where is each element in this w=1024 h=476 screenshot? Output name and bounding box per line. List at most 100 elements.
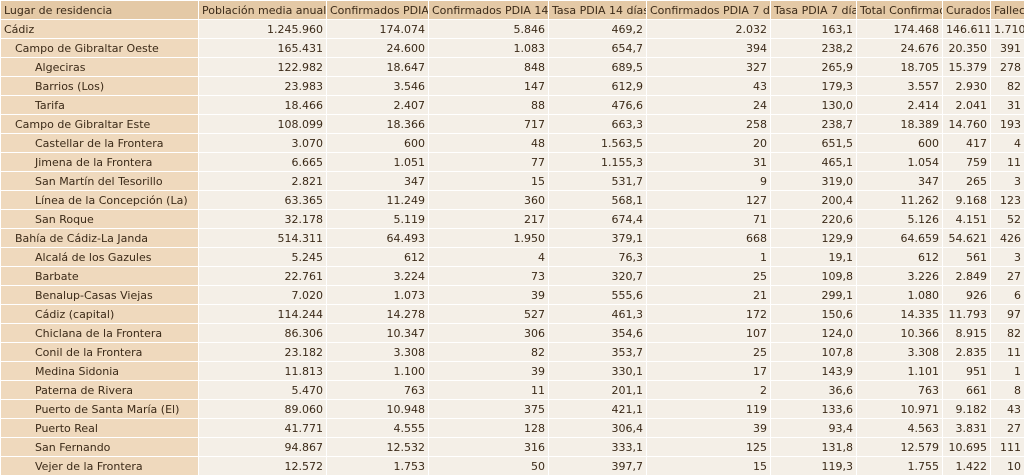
cell-poblacion: 514.311 xyxy=(199,229,327,248)
cell-tasa-14: 354,6 xyxy=(549,324,647,343)
cell-confirmados-7: 125 xyxy=(647,438,771,457)
cell-tasa-14: 689,5 xyxy=(549,58,647,77)
cell-confirmados-7: 1 xyxy=(647,248,771,267)
cell-confirmados: 174.074 xyxy=(327,20,429,39)
cell-confirmados-14: 82 xyxy=(429,343,549,362)
cell-confirmados: 1.051 xyxy=(327,153,429,172)
cell-total: 3.557 xyxy=(857,77,943,96)
cell-poblacion: 6.665 xyxy=(199,153,327,172)
cell-tasa-7: 107,8 xyxy=(771,343,857,362)
cell-curados: 759 xyxy=(943,153,991,172)
table-header: Lugar de residencia Población media anua… xyxy=(1,1,1024,20)
cell-tasa-7: 19,1 xyxy=(771,248,857,267)
cell-lugar: Jimena de la Frontera xyxy=(1,153,199,172)
cell-poblacion: 94.867 xyxy=(199,438,327,457)
cell-fallecidos: 278 xyxy=(991,58,1024,77)
cell-poblacion: 22.761 xyxy=(199,267,327,286)
cell-poblacion: 5.470 xyxy=(199,381,327,400)
cell-total: 18.389 xyxy=(857,115,943,134)
cell-confirmados-14: 128 xyxy=(429,419,549,438)
cell-total: 3.226 xyxy=(857,267,943,286)
cell-confirmados-14: 39 xyxy=(429,286,549,305)
cell-lugar: Vejer de la Frontera xyxy=(1,457,199,476)
cell-tasa-14: 568,1 xyxy=(549,191,647,210)
cell-confirmados-7: 172 xyxy=(647,305,771,324)
cell-lugar: Línea de la Concepción (La) xyxy=(1,191,199,210)
cell-lugar: Campo de Gibraltar Oeste xyxy=(1,39,199,58)
cell-poblacion: 7.020 xyxy=(199,286,327,305)
cell-tasa-14: 555,6 xyxy=(549,286,647,305)
cell-confirmados-7: 15 xyxy=(647,457,771,476)
cell-confirmados-14: 1.950 xyxy=(429,229,549,248)
cell-confirmados-7: 394 xyxy=(647,39,771,58)
cell-tasa-7: 109,8 xyxy=(771,267,857,286)
cell-fallecidos: 1 xyxy=(991,362,1024,381)
col-header-curados: Curados xyxy=(943,1,991,20)
cell-confirmados: 3.546 xyxy=(327,77,429,96)
cell-poblacion: 11.813 xyxy=(199,362,327,381)
cell-tasa-14: 330,1 xyxy=(549,362,647,381)
cell-curados: 11.793 xyxy=(943,305,991,324)
header-row: Lugar de residencia Población media anua… xyxy=(1,1,1024,20)
cell-curados: 561 xyxy=(943,248,991,267)
cell-fallecidos: 3 xyxy=(991,248,1024,267)
cell-poblacion: 41.771 xyxy=(199,419,327,438)
cell-confirmados-7: 127 xyxy=(647,191,771,210)
cell-tasa-14: 469,2 xyxy=(549,20,647,39)
cell-curados: 265 xyxy=(943,172,991,191)
cell-confirmados: 14.278 xyxy=(327,305,429,324)
cell-confirmados-14: 4 xyxy=(429,248,549,267)
col-header-confirmados-14: Confirmados PDIA 14 días xyxy=(429,1,549,20)
cell-confirmados: 600 xyxy=(327,134,429,153)
cell-lugar: Benalup-Casas Viejas xyxy=(1,286,199,305)
cell-tasa-14: 397,7 xyxy=(549,457,647,476)
cell-fallecidos: 82 xyxy=(991,324,1024,343)
cell-poblacion: 2.821 xyxy=(199,172,327,191)
cell-tasa-7: 179,3 xyxy=(771,77,857,96)
cell-confirmados-14: 11 xyxy=(429,381,549,400)
cell-curados: 1.422 xyxy=(943,457,991,476)
cell-total: 10.971 xyxy=(857,400,943,419)
cell-confirmados-14: 15 xyxy=(429,172,549,191)
cell-confirmados-7: 43 xyxy=(647,77,771,96)
cell-tasa-14: 531,7 xyxy=(549,172,647,191)
cell-confirmados-14: 375 xyxy=(429,400,549,419)
cell-tasa-14: 654,7 xyxy=(549,39,647,58)
cell-total: 2.414 xyxy=(857,96,943,115)
cell-fallecidos: 1.710 xyxy=(991,20,1024,39)
cell-confirmados: 18.647 xyxy=(327,58,429,77)
cell-confirmados: 1.100 xyxy=(327,362,429,381)
cell-poblacion: 122.982 xyxy=(199,58,327,77)
cell-confirmados: 10.347 xyxy=(327,324,429,343)
cell-confirmados-14: 88 xyxy=(429,96,549,115)
cell-tasa-7: 319,0 xyxy=(771,172,857,191)
cell-poblacion: 114.244 xyxy=(199,305,327,324)
cell-curados: 2.835 xyxy=(943,343,991,362)
cell-lugar: Cádiz (capital) xyxy=(1,305,199,324)
cell-tasa-14: 476,6 xyxy=(549,96,647,115)
cell-confirmados-14: 527 xyxy=(429,305,549,324)
col-header-confirmados: Confirmados PDIA xyxy=(327,1,429,20)
cell-confirmados-7: 119 xyxy=(647,400,771,419)
cell-lugar: Algeciras xyxy=(1,58,199,77)
cell-lugar: Barrios (Los) xyxy=(1,77,199,96)
cell-tasa-14: 353,7 xyxy=(549,343,647,362)
cell-confirmados: 18.366 xyxy=(327,115,429,134)
cell-confirmados-7: 21 xyxy=(647,286,771,305)
cell-confirmados: 3.224 xyxy=(327,267,429,286)
cell-confirmados-7: 2 xyxy=(647,381,771,400)
cell-tasa-14: 663,3 xyxy=(549,115,647,134)
col-header-tasa-7: Tasa PDIA 7 días xyxy=(771,1,857,20)
